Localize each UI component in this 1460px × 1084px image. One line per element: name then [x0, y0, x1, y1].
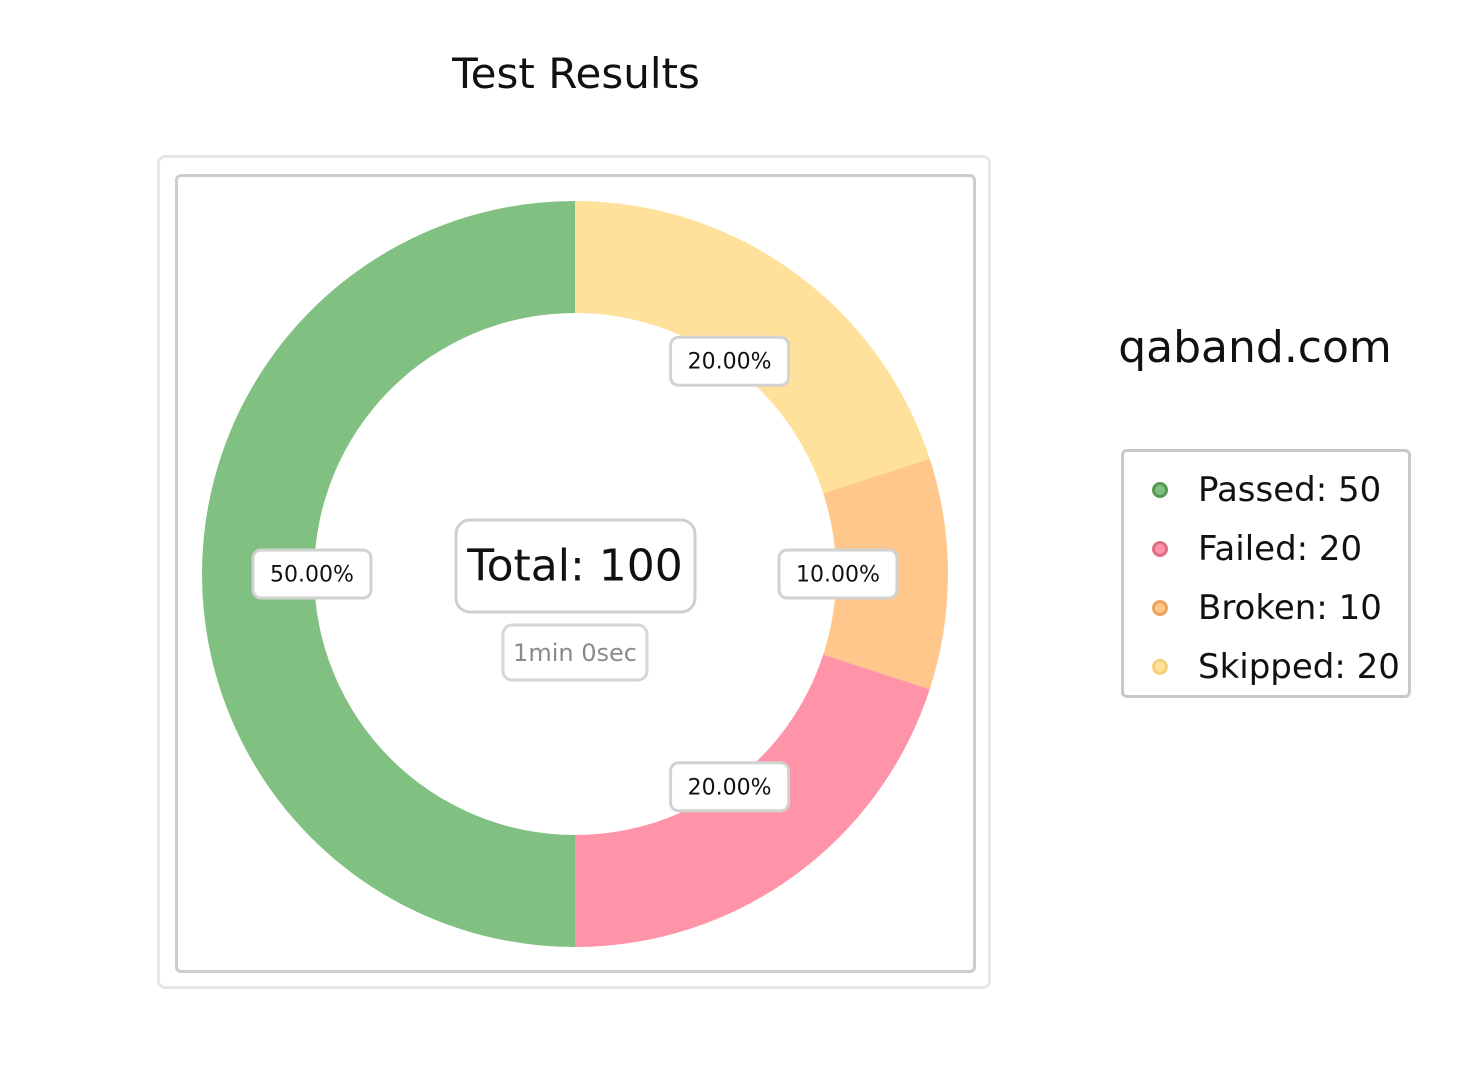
donut-data-labels: 20.00% 10.00% 20.00% 50.00%: [251, 335, 899, 813]
data-label-box: [777, 548, 899, 600]
donut-center: Total: 100 1min 0sec: [454, 518, 697, 682]
duration-box: [501, 623, 649, 682]
legend-marker-skipped: [1152, 659, 1168, 675]
legend-item-broken: Broken: 10: [1124, 578, 1408, 637]
legend-label-failed: Failed: 20: [1198, 529, 1363, 569]
legend-item-passed: Passed: 50: [1124, 460, 1408, 519]
data-label-text: 50.00%: [270, 563, 354, 588]
data-label-text: 20.00%: [688, 775, 772, 800]
legend-item-failed: Failed: 20: [1124, 519, 1408, 578]
legend-label-skipped: Skipped: 20: [1198, 647, 1400, 687]
data-label-failed: 20.00%: [669, 761, 791, 813]
data-label-skipped: 20.00%: [669, 335, 791, 387]
data-label-box: [251, 548, 373, 600]
chart-inner-frame: [175, 174, 976, 973]
chart-legend: Passed: 50 Failed: 20 Broken: 10 Skipped…: [1121, 449, 1411, 698]
brand-label: qaband.com: [1118, 322, 1392, 373]
total-box: [454, 518, 697, 614]
total-text: Total: 100: [466, 541, 683, 592]
chart-outer-frame: [157, 155, 991, 989]
legend-label-passed: Passed: 50: [1198, 470, 1382, 510]
legend-marker-failed: [1152, 541, 1168, 557]
duration-text: 1min 0sec: [513, 639, 637, 667]
data-label-passed: 50.00%: [251, 548, 373, 600]
data-label-text: 10.00%: [796, 563, 880, 588]
legend-label-broken: Broken: 10: [1198, 588, 1382, 628]
data-label-box: [669, 761, 791, 813]
chart-title: Test Results: [452, 49, 700, 98]
slice-passed: [202, 201, 575, 947]
data-label-text: 20.00%: [688, 350, 772, 375]
legend-marker-passed: [1152, 482, 1168, 498]
data-label-box: [669, 335, 791, 387]
legend-marker-broken: [1152, 600, 1168, 616]
legend-item-skipped: Skipped: 20: [1124, 637, 1408, 696]
data-label-broken: 10.00%: [777, 548, 899, 600]
